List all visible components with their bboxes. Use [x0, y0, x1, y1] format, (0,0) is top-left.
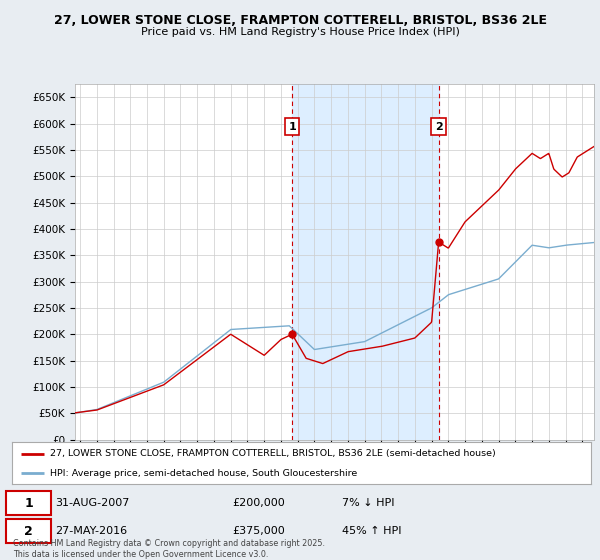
- Bar: [292, 84, 439, 440]
- Text: 2: 2: [25, 525, 33, 538]
- Text: 27, LOWER STONE CLOSE, FRAMPTON COTTERELL, BRISTOL, BS36 2LE: 27, LOWER STONE CLOSE, FRAMPTON COTTEREL…: [53, 14, 547, 27]
- Text: £375,000: £375,000: [232, 526, 285, 536]
- Text: Price paid vs. HM Land Registry's House Price Index (HPI): Price paid vs. HM Land Registry's House …: [140, 27, 460, 37]
- Text: 27-MAY-2016: 27-MAY-2016: [55, 526, 128, 536]
- Text: £200,000: £200,000: [232, 498, 285, 508]
- Text: HPI: Average price, semi-detached house, South Gloucestershire: HPI: Average price, semi-detached house,…: [50, 469, 357, 478]
- FancyBboxPatch shape: [6, 520, 52, 543]
- Text: 7% ↓ HPI: 7% ↓ HPI: [342, 498, 395, 508]
- Text: 1: 1: [288, 122, 296, 132]
- Text: Contains HM Land Registry data © Crown copyright and database right 2025.
This d: Contains HM Land Registry data © Crown c…: [13, 539, 325, 559]
- FancyBboxPatch shape: [6, 492, 52, 515]
- Text: 2: 2: [435, 122, 443, 132]
- Text: 27, LOWER STONE CLOSE, FRAMPTON COTTERELL, BRISTOL, BS36 2LE (semi-detached hous: 27, LOWER STONE CLOSE, FRAMPTON COTTEREL…: [50, 449, 496, 458]
- Text: 45% ↑ HPI: 45% ↑ HPI: [342, 526, 401, 536]
- Text: 1: 1: [25, 497, 33, 510]
- Text: 31-AUG-2007: 31-AUG-2007: [55, 498, 130, 508]
